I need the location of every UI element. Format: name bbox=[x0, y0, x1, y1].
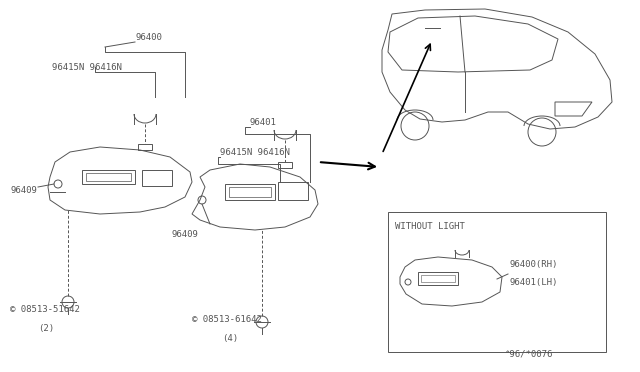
Text: ^96/*0076: ^96/*0076 bbox=[505, 350, 554, 359]
Text: 96409: 96409 bbox=[172, 230, 199, 238]
Text: (2): (2) bbox=[38, 324, 54, 333]
Text: 96415N 96416N: 96415N 96416N bbox=[220, 148, 290, 157]
Text: © 08513-51642: © 08513-51642 bbox=[10, 305, 80, 314]
Text: (4): (4) bbox=[222, 334, 238, 343]
Text: 96415N 96416N: 96415N 96416N bbox=[52, 62, 122, 71]
Bar bbox=[388, 212, 606, 352]
Text: © 08513-61642: © 08513-61642 bbox=[192, 315, 262, 324]
Text: 96400(RH): 96400(RH) bbox=[510, 260, 558, 269]
Text: 96409: 96409 bbox=[10, 186, 37, 195]
Text: 96401: 96401 bbox=[250, 118, 277, 126]
Text: 96401(LH): 96401(LH) bbox=[510, 278, 558, 286]
Text: 96400: 96400 bbox=[135, 32, 162, 42]
Text: WITHOUT LIGHT: WITHOUT LIGHT bbox=[395, 221, 465, 231]
